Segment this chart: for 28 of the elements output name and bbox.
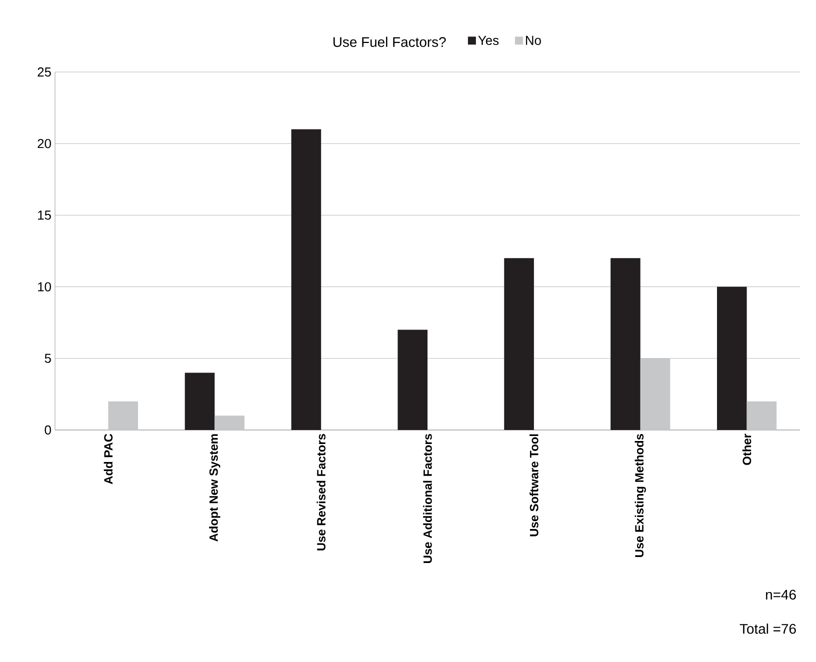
y-tick-label: 20	[38, 139, 51, 148]
x-tick-label: Use Additional Factors	[423, 434, 432, 563]
bar	[184, 372, 215, 430]
x-tick-label: Other	[742, 434, 752, 465]
text: n=46	[766, 590, 796, 600]
bar	[716, 286, 747, 430]
bar	[108, 401, 138, 430]
legend-label: No	[526, 36, 541, 45]
y-tick-label: 10	[38, 282, 51, 292]
y-tick-label: 25	[38, 67, 51, 77]
bar	[398, 330, 428, 430]
y-tick-label: 0	[44, 425, 51, 435]
text: Total =76	[740, 624, 796, 634]
x-tick-label: Add PAC	[104, 434, 113, 484]
y-tick-label: 15	[38, 210, 51, 220]
bar	[640, 358, 670, 430]
legend-label: Yes	[478, 36, 499, 45]
bar	[214, 416, 244, 430]
x-tick-label: Adopt New System	[209, 434, 220, 542]
legend-title: Use Fuel Factors?	[333, 36, 446, 47]
y-tick-label: 5	[44, 354, 51, 363]
x-tick-label: Use Revised Factors	[316, 434, 326, 550]
x-tick-label: Use Software Tool	[530, 434, 538, 536]
bar	[504, 258, 534, 430]
bar	[746, 401, 777, 430]
bar	[291, 129, 322, 430]
bar	[610, 258, 640, 430]
x-tick-label: Use Existing Methods	[634, 434, 646, 558]
